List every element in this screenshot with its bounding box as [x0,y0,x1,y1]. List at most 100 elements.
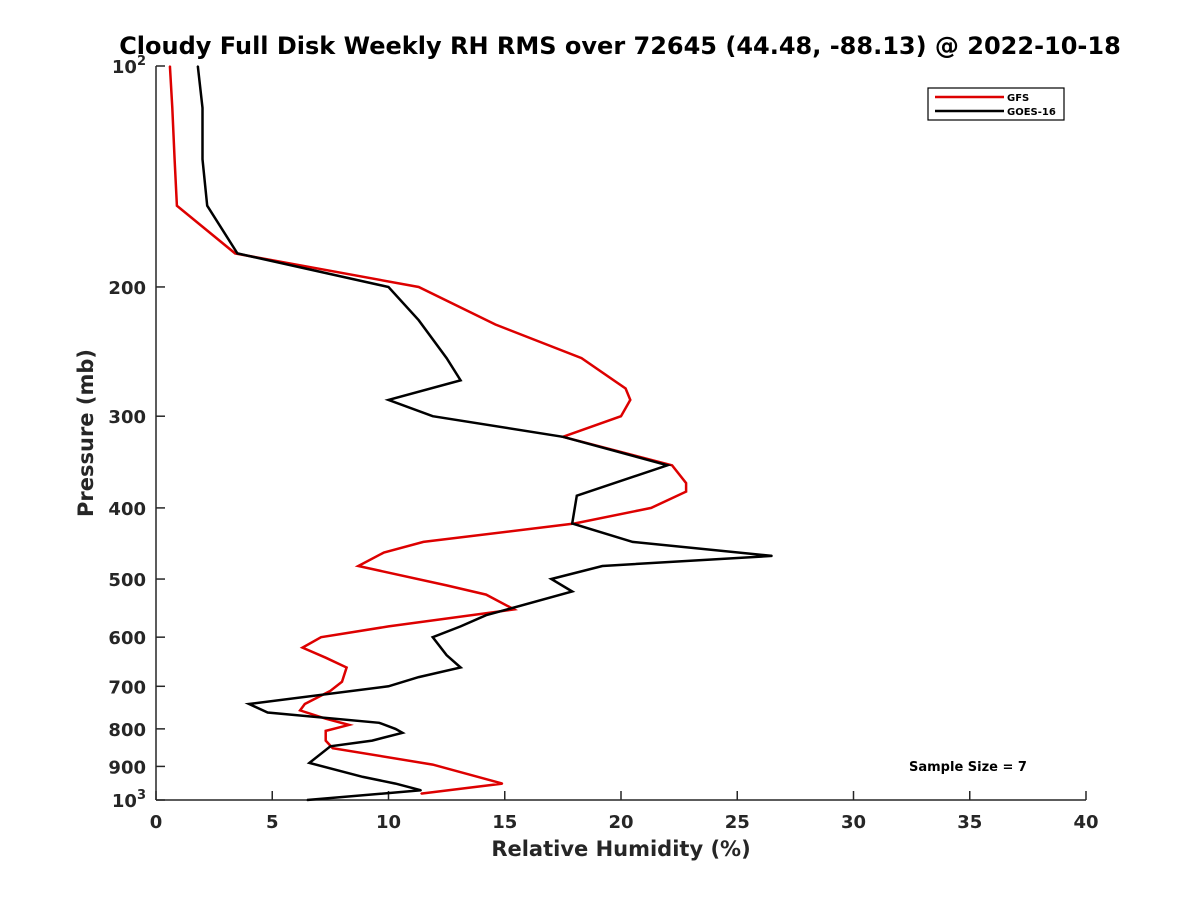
data-point-goes16 [266,711,269,714]
series-line-gfs [168,65,688,795]
y-tick-label: 500 [108,570,146,591]
data-point-gfs [580,357,583,359]
x-tick-label: 25 [725,812,750,833]
data-point-goes16 [401,732,404,734]
data-point-goes16 [550,578,553,580]
data-point-gfs [348,724,350,726]
series-line-goes16 [196,65,773,802]
data-point-goes16 [197,65,199,67]
data-point-goes16 [371,739,374,742]
y-axis-label: Pressure (mb) [74,349,98,517]
data-point-goes16 [387,399,390,401]
data-point-gfs [383,551,385,554]
data-point-goes16 [378,722,381,724]
y-tick-exponent: 2 [137,54,146,69]
data-point-goes16 [562,436,564,438]
data-point-goes16 [771,555,773,557]
data-point-gfs [324,730,327,732]
y-tick-label: 200 [108,278,146,299]
data-point-gfs [417,286,420,288]
x-tick-label: 0 [150,812,163,833]
data-point-gfs [485,593,487,596]
x-tick-label: 30 [841,812,866,833]
data-point-gfs [169,65,171,67]
data-point-gfs [171,107,174,109]
x-tick-label: 40 [1073,812,1098,833]
data-point-goes16 [420,789,422,792]
x-tick-label: 35 [957,812,982,833]
y-tick-label: 400 [108,499,146,520]
data-point-gfs [387,625,390,628]
data-point-gfs [620,415,622,418]
data-point-gfs [513,608,515,611]
data-point-goes16 [459,625,462,628]
data-point-goes16 [394,782,397,785]
data-point-goes16 [201,158,204,161]
data-point-goes16 [308,762,311,764]
data-point-gfs [357,565,360,567]
data-point-gfs [629,399,632,401]
data-point-gfs [329,690,332,692]
legend-box [927,87,1065,121]
data-point-gfs [420,792,422,795]
data-point-gfs [324,656,327,659]
data-point-goes16 [387,685,390,688]
y-tick-exponent: 3 [137,788,146,803]
x-tick-label: 20 [608,812,633,833]
data-point-goes16 [571,590,573,593]
data-point-goes16 [431,636,434,638]
legend-label-goes16: GOES-16 [1007,107,1056,118]
data-point-goes16 [459,379,462,382]
data-point-goes16 [571,522,573,525]
data-point-goes16 [329,745,332,748]
data-point-gfs [299,709,301,712]
data-point-goes16 [417,676,420,678]
data-point-goes16 [431,415,434,418]
data-point-goes16 [236,252,239,255]
y-tick-label: 900 [108,757,146,778]
data-point-gfs [685,490,687,493]
x-tick-label: 5 [266,812,279,833]
data-point-goes16 [362,776,364,778]
y-tick-label: 300 [108,407,146,428]
data-point-gfs [173,158,176,161]
chart-title: Cloudy Full Disk Weekly RH RMS over 7264… [119,32,1121,60]
data-point-goes16 [387,286,390,288]
data-point-goes16 [248,703,250,705]
x-ticks: 0 5 10 15 20 25 30 35 40 [150,791,1099,833]
y-tick-label-power: 103 [112,788,146,812]
y-tick-label: 700 [108,677,146,698]
data-point-gfs [494,323,497,326]
data-point-goes16 [306,799,308,801]
y-tick-base: 10 [112,57,137,78]
data-point-gfs [320,636,322,638]
data-point-goes16 [459,666,462,669]
data-point-gfs [445,584,448,587]
data-point-goes16 [201,107,204,109]
data-point-goes16 [394,728,397,730]
legend: GFS GOES-16 [927,87,1065,121]
data-point-gfs [304,703,306,705]
data-point-gfs [176,204,178,207]
data-point-goes16 [666,464,669,467]
data-point-gfs [324,739,327,742]
legend-label-gfs: GFS [1007,93,1029,104]
data-point-gfs [234,252,236,255]
data-point-gfs [685,482,687,484]
data-point-gfs [624,387,627,390]
y-tick-label: 800 [108,720,146,741]
data-point-gfs [331,747,334,749]
data-point-goes16 [206,204,208,207]
data-point-goes16 [576,494,578,497]
y-tick-label-power: 102 [112,54,146,78]
data-point-gfs [345,666,348,669]
data-point-gfs [301,646,304,649]
data-point-gfs [431,763,434,766]
x-axis-label: Relative Humidity (%) [491,837,750,861]
data-point-goes16 [631,541,634,543]
data-point-gfs [422,541,425,543]
data-point-goes16 [417,319,420,322]
data-point-gfs [650,507,652,509]
